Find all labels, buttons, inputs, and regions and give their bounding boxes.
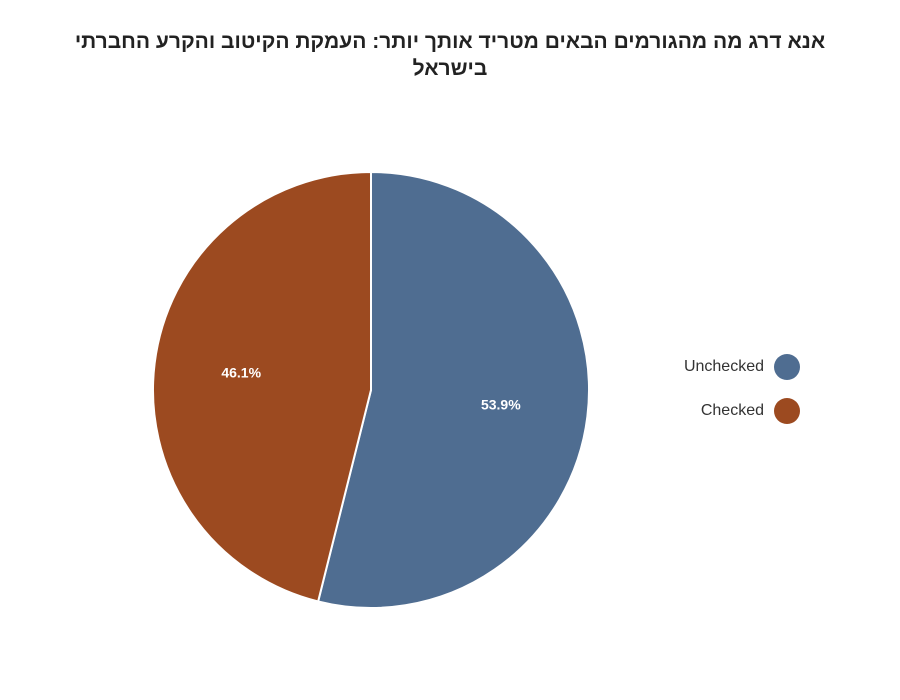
- pie-slice-unchecked[interactable]: [316, 170, 590, 609]
- legend-swatch-checked: [774, 398, 800, 424]
- slice-label-unchecked: 53.9%: [481, 397, 521, 413]
- chart-title: אנא דרג מה מהגורמים הבאים מטריד אותך יות…: [74, 30, 826, 80]
- legend-label: Checked: [700, 402, 764, 419]
- legend-label: Unchecked: [683, 358, 764, 375]
- legend-item-checked[interactable]: Checked: [620, 396, 800, 426]
- legend-swatch-unchecked: [774, 354, 800, 380]
- legend: Unchecked Checked: [620, 352, 800, 440]
- slice-label-checked: 46.1%: [221, 365, 261, 381]
- pie-slice-checked[interactable]: [152, 170, 372, 603]
- legend-item-unchecked[interactable]: Unchecked: [620, 352, 800, 382]
